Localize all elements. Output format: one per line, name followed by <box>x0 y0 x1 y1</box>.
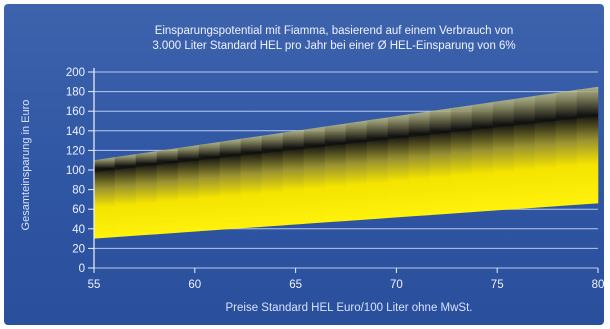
y-tick-label-200: 200 <box>66 67 85 79</box>
x-tick-label-60: 60 <box>188 279 201 291</box>
y-tick-label-0: 0 <box>79 263 85 275</box>
band-segment <box>450 105 473 214</box>
band-segment <box>471 102 494 213</box>
band-segment <box>387 114 410 219</box>
band-segment <box>219 138 242 230</box>
y-tick-label-180: 180 <box>66 87 85 99</box>
band-segment <box>555 89 578 207</box>
y-tick-label-100: 100 <box>66 165 85 177</box>
band-segment <box>429 108 452 216</box>
band-segment <box>177 144 200 233</box>
band-segment <box>366 117 389 220</box>
x-tick-label-70: 70 <box>390 279 403 291</box>
x-tick-label-80: 80 <box>592 279 605 291</box>
band-segment <box>492 98 515 211</box>
x-tick-label-75: 75 <box>491 279 504 291</box>
series-center-line <box>93 114 599 172</box>
y-tick-label-120: 120 <box>66 145 85 157</box>
band-segment <box>282 129 305 226</box>
y-tick-label-40: 40 <box>72 224 85 236</box>
band-segment <box>324 123 347 223</box>
band-segment <box>408 111 431 217</box>
band-segment <box>93 157 116 239</box>
band-segment <box>135 151 158 236</box>
y-tick-label-20: 20 <box>72 243 85 255</box>
x-tick-label-65: 65 <box>289 279 302 291</box>
band-segment <box>240 135 263 229</box>
y-tick-label-160: 160 <box>66 106 85 118</box>
x-tick-label-55: 55 <box>88 279 101 291</box>
band-segment <box>513 95 536 210</box>
x-axis-label: Preise Standard HEL Euro/100 Liter ohne … <box>225 302 473 314</box>
y-tick-label-80: 80 <box>72 185 85 197</box>
band-segment <box>198 141 221 232</box>
chart-subtitle: 3.000 Liter Standard HEL pro Jahr bei ei… <box>152 40 516 52</box>
chart-title: Einsparungspotential mit Fiamma, basiere… <box>154 25 514 37</box>
band-segment <box>345 120 368 221</box>
band-segment <box>576 86 599 205</box>
band-segment <box>534 92 557 208</box>
y-tick-label-60: 60 <box>72 204 85 216</box>
band-segment <box>303 126 326 224</box>
band-segment <box>156 147 179 235</box>
y-tick-label-140: 140 <box>66 126 85 138</box>
band-segment <box>261 132 284 227</box>
band-segment <box>114 154 137 238</box>
